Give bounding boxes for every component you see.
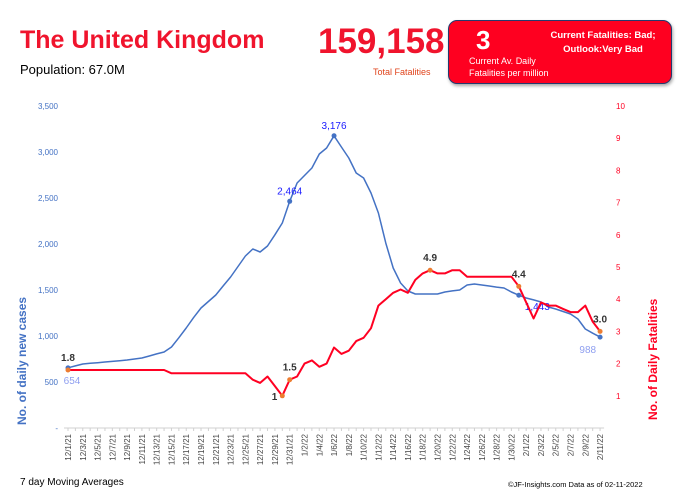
x-tick-label: 12/29/21: [271, 433, 280, 465]
x-tick-label: 12/17/21: [182, 433, 191, 465]
y-right-tick-label: 9: [616, 134, 621, 143]
status-line1: Current Fatalities: Bad;: [550, 30, 656, 41]
y-left-tick-label: -: [55, 424, 58, 433]
fatalities-data-label: 4.9: [423, 253, 437, 264]
cases-point: [287, 198, 293, 204]
x-tick-label: 1/22/22: [448, 433, 457, 460]
footer-note: 7 day Moving Averages: [20, 477, 124, 488]
x-tick-label: 2/11/22: [596, 433, 605, 460]
y-right-tick-label: 3: [616, 327, 621, 336]
x-tick-label: 12/23/21: [227, 433, 236, 465]
page-title: The United Kingdom: [20, 26, 265, 54]
x-tick-label: 1/30/22: [507, 433, 516, 460]
y-right-tick-label: 5: [616, 263, 621, 272]
x-tick-label: 12/11/21: [138, 433, 147, 464]
y-left-tick-label: 3,000: [38, 148, 59, 157]
y-right-tick-label: 7: [616, 199, 621, 208]
x-tick-label: 12/5/21: [94, 433, 103, 460]
x-tick-label: 1/6/22: [330, 433, 339, 456]
footer-credit: ©JF-Insights.com Data as of 02-11-2022: [508, 480, 643, 489]
total-fatalities: 159,158: [318, 22, 445, 61]
cases-line: [67, 135, 601, 369]
x-tick-label: 1/4/22: [315, 433, 324, 456]
y-right-tick-label: 6: [616, 231, 621, 240]
fatalities-point: [427, 267, 433, 273]
cases-point: [516, 292, 522, 298]
x-tick-label: 1/24/22: [463, 433, 472, 460]
y-right-tick-label: 8: [616, 166, 621, 175]
daily-fatalities-label: Current Av. Daily Fatalities per million: [469, 55, 549, 79]
cases-point: [597, 334, 603, 340]
fatalities-data-label: 1.5: [283, 363, 297, 374]
y-left-tick-label: 2,000: [38, 240, 59, 249]
x-tick-label: 12/21/21: [212, 433, 221, 465]
y-left-axis-title: No. of daily new cases: [15, 297, 29, 425]
fatalities-data-label: 4.4: [512, 269, 526, 280]
population: Population: 67.0M: [20, 62, 125, 77]
x-tick-label: 1/14/22: [389, 433, 398, 460]
daily-fatalities-label-line2: Fatalities per million: [469, 68, 549, 78]
y-right-tick-label: 1: [616, 392, 621, 401]
x-tick-label: 12/15/21: [167, 433, 176, 465]
cases-data-label: 3,176: [322, 121, 347, 132]
x-tick-label: 2/7/22: [567, 433, 576, 456]
fatalities-data-label: 1: [272, 392, 278, 403]
y-right-tick-label: 4: [616, 295, 621, 304]
fatalities-point: [597, 328, 603, 334]
y-right-tick-label: 10: [616, 102, 625, 111]
x-tick-label: 12/1/21: [64, 433, 73, 460]
cases-data-label: 988: [579, 345, 596, 356]
x-tick-label: 12/3/21: [79, 433, 88, 460]
cases-point: [331, 133, 337, 139]
total-fatalities-label: Total Fatalities: [373, 67, 431, 77]
x-tick-label: 12/31/21: [286, 433, 295, 465]
fatalities-point: [65, 367, 71, 373]
x-tick-label: 12/7/21: [108, 433, 117, 460]
x-tick-label: 1/26/22: [478, 433, 487, 460]
fatalities-data-label: 3.0: [593, 314, 607, 325]
x-tick-label: 1/10/22: [360, 433, 369, 460]
x-tick-label: 1/18/22: [419, 433, 428, 460]
x-tick-label: 1/12/22: [374, 433, 383, 460]
status-box: 3 Current Av. Daily Fatalities per milli…: [448, 20, 672, 84]
cases-data-label: 654: [64, 376, 81, 387]
status-text: Current Fatalities: Bad; Outlook:Very Ba…: [539, 29, 667, 57]
x-tick-label: 2/1/22: [522, 433, 531, 456]
x-tick-label: 2/3/22: [537, 433, 546, 456]
x-tick-label: 1/16/22: [404, 433, 413, 460]
x-tick-label: 2/5/22: [552, 433, 561, 456]
y-left-tick-label: 2,500: [38, 194, 59, 203]
fatalities-point: [279, 393, 285, 399]
cases-data-label: 2,464: [277, 186, 302, 197]
y-right-tick-label: 2: [616, 360, 621, 369]
x-tick-label: 1/28/22: [493, 433, 502, 460]
x-tick-label: 12/25/21: [241, 433, 250, 465]
y-right-axis-title: No. of Daily Fatalities: [646, 298, 660, 420]
y-left-tick-label: 500: [45, 378, 59, 387]
x-tick-label: 1/20/22: [434, 433, 443, 460]
x-tick-label: 1/8/22: [345, 433, 354, 456]
x-tick-label: 12/27/21: [256, 433, 265, 465]
fatalities-point: [516, 283, 522, 289]
x-tick-label: 12/9/21: [123, 433, 132, 460]
fatalities-data-label: 1.8: [61, 353, 75, 364]
y-left-tick-label: 1,500: [38, 286, 59, 295]
y-left-tick-label: 3,500: [38, 102, 59, 111]
x-tick-label: 12/13/21: [153, 433, 162, 465]
fatalities-point: [287, 377, 293, 383]
x-tick-label: 1/2/22: [300, 433, 309, 456]
daily-fatalities-label-line1: Current Av. Daily: [469, 56, 536, 66]
x-tick-label: 2/9/22: [581, 433, 590, 456]
fatalities-line: [68, 269, 601, 397]
daily-fatalities-per-million: 3: [476, 25, 491, 55]
y-left-tick-label: 1,000: [38, 332, 59, 341]
x-tick-label: 12/19/21: [197, 433, 206, 465]
status-line2: Outlook:Very Bad: [563, 44, 643, 55]
